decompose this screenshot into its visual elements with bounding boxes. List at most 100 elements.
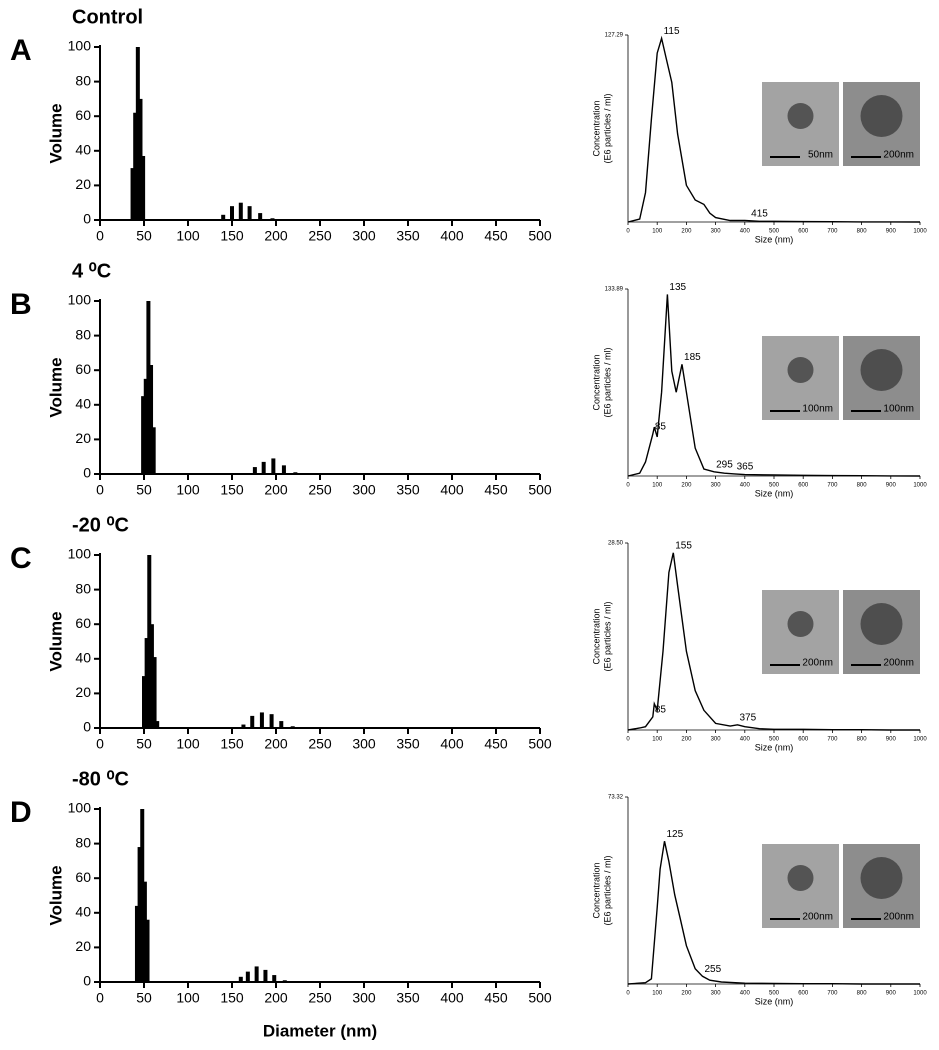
peak-label: 365 (737, 462, 754, 473)
bar (238, 202, 243, 220)
x-tick-label: 600 (798, 737, 809, 743)
x-tick-label: 0 (626, 991, 630, 997)
bar (141, 155, 146, 220)
bar (133, 112, 138, 220)
peak-label: 185 (684, 352, 701, 363)
bar (149, 365, 154, 474)
x-tick-label: 300 (352, 228, 376, 244)
x-tick-label: 200 (264, 228, 288, 244)
x-tick-label: 600 (798, 483, 809, 489)
x-tick-label: 150 (220, 228, 244, 244)
x-tick-label: 800 (857, 991, 868, 997)
x-tick-label: 400 (740, 483, 751, 489)
x-tick-label: 700 (827, 483, 838, 489)
x-tick-label: 900 (886, 483, 897, 489)
x-tick-label: 150 (220, 990, 244, 1006)
y-tick-label: 0 (83, 719, 91, 735)
y-tick-label: 0 (83, 211, 91, 227)
y-tick-label: 20 (75, 430, 91, 446)
x-tick-label: 800 (857, 483, 868, 489)
x-tick-label: 400 (440, 228, 464, 244)
x-tick-label: 500 (528, 990, 552, 1006)
x-axis-label: Size (nm) (755, 488, 794, 498)
scale-label: 50nm (808, 150, 833, 161)
y-tick-label: 40 (75, 650, 91, 666)
panel-title: -20 ⁰C (72, 514, 129, 536)
x-tick-label: 400 (740, 229, 751, 235)
x-tick-label: 500 (769, 229, 780, 235)
y-tick-label: 100 (68, 546, 92, 562)
y-tick-label: 133.89 (605, 287, 624, 293)
scale-label: 200nm (802, 912, 833, 923)
x-tick-label: 200 (681, 229, 692, 235)
x-tick-label: 200 (681, 991, 692, 997)
bar (142, 881, 147, 982)
y-tick-label: 40 (75, 396, 91, 412)
x-tick-label: 700 (827, 737, 838, 743)
x-tick-label: 450 (484, 990, 508, 1006)
x-tick-label: 400 (440, 990, 464, 1006)
bar (221, 214, 226, 220)
x-tick-label: 400 (740, 991, 751, 997)
x-tick-label: 300 (711, 229, 722, 235)
vesicle (860, 349, 903, 391)
x-axis-label: Size (nm) (755, 742, 794, 752)
x-tick-label: 0 (626, 229, 630, 235)
bar (146, 301, 151, 474)
peak-label: 255 (704, 964, 721, 975)
x-tick-label: 150 (220, 482, 244, 498)
bar (155, 721, 160, 728)
x-axis-label: Size (nm) (755, 234, 794, 244)
scale-label: 200nm (883, 658, 914, 669)
bar (252, 467, 257, 474)
peak-label: 85 (655, 422, 667, 433)
x-tick-label: 500 (528, 736, 552, 752)
x-tick-label: 0 (626, 737, 630, 743)
y-axis-label: Concentration (591, 100, 601, 156)
y-tick-label: 20 (75, 938, 91, 954)
panel-title: -80 ⁰C (72, 768, 129, 790)
x-axis-label: Diameter (nm) (263, 1021, 377, 1040)
x-tick-label: 0 (96, 736, 104, 752)
x-tick-label: 450 (484, 228, 508, 244)
bar (138, 98, 143, 220)
x-tick-label: 300 (711, 991, 722, 997)
bar (145, 919, 150, 982)
x-tick-label: 200 (681, 483, 692, 489)
x-tick-label: 0 (626, 483, 630, 489)
size-curve (627, 552, 920, 731)
x-tick-label: 100 (176, 228, 200, 244)
x-tick-label: 100 (176, 990, 200, 1006)
vesicle (787, 357, 814, 383)
bar (269, 714, 274, 728)
bar (247, 206, 252, 220)
peak-label: 135 (669, 282, 686, 293)
x-tick-label: 0 (96, 228, 104, 244)
y-axis-label: Concentration (591, 354, 601, 410)
x-tick-label: 250 (308, 228, 332, 244)
y-tick-label: 80 (75, 580, 91, 596)
size-curve (627, 841, 920, 985)
bar (149, 624, 154, 728)
scale-label: 200nm (883, 150, 914, 161)
x-tick-label: 0 (96, 990, 104, 1006)
peak-label: 375 (740, 712, 757, 723)
bar (279, 721, 284, 728)
scale-label: 100nm (883, 404, 914, 415)
y-tick-label: 20 (75, 176, 91, 192)
bar (137, 847, 142, 982)
x-tick-label: 500 (528, 228, 552, 244)
size-curve (627, 35, 921, 223)
bar (258, 213, 263, 220)
x-tick-label: 250 (308, 990, 332, 1006)
vesicle (787, 103, 814, 129)
y-tick-label: 60 (75, 869, 91, 885)
bar (254, 966, 259, 982)
y-tick-label: 127.29 (605, 33, 624, 39)
x-tick-label: 200 (264, 482, 288, 498)
scale-label: 200nm (883, 912, 914, 923)
x-tick-label: 150 (220, 736, 244, 752)
x-tick-label: 900 (886, 737, 897, 743)
x-tick-label: 300 (711, 483, 722, 489)
